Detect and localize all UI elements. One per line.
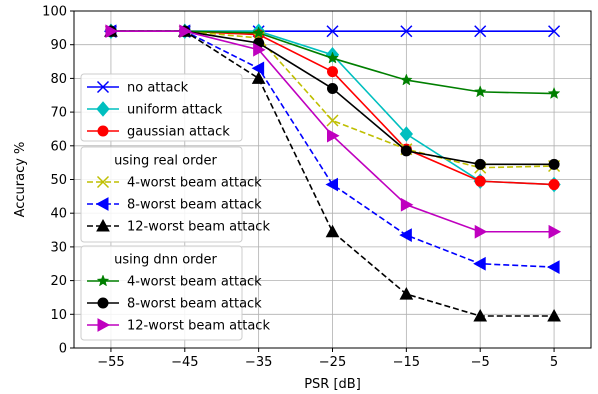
data-point xyxy=(547,260,560,274)
legend-box xyxy=(80,146,243,243)
data-point xyxy=(399,287,414,300)
legend-swatch-marker xyxy=(96,175,110,189)
data-point xyxy=(105,24,118,39)
data-point xyxy=(399,228,412,242)
legend-label: 12-worst beam attack xyxy=(127,319,270,334)
y-tick-label: 70 xyxy=(50,106,67,121)
data-point xyxy=(326,25,339,38)
data-point xyxy=(474,158,486,170)
y-tick-label: 90 xyxy=(50,38,67,53)
legend-swatch-marker xyxy=(96,80,110,94)
data-point xyxy=(253,42,266,57)
data-point xyxy=(548,158,560,170)
y-tick-label: 30 xyxy=(50,240,67,255)
legend-label: 4-worst beam attack xyxy=(127,275,262,290)
legend-group-3: using dnn order 4-worst beam attack 8-wors… xyxy=(80,245,270,341)
y-axis-ticks: 0 10 20 30 40 50 60 70 80 90 100 xyxy=(42,5,74,357)
x-tick-label: −45 xyxy=(171,355,198,370)
legend-swatch-marker xyxy=(97,318,111,332)
legend-label: 12-worst beam attack xyxy=(127,220,270,235)
legend-swatch-marker xyxy=(97,297,109,309)
series-9 xyxy=(105,24,562,239)
legend-label: 4-worst beam attack xyxy=(127,176,262,191)
data-point xyxy=(547,86,561,99)
data-point xyxy=(474,175,486,187)
x-tick-label: −5 xyxy=(471,355,490,370)
y-tick-label: 0 xyxy=(59,342,67,357)
data-point xyxy=(399,126,414,142)
data-point xyxy=(474,224,488,239)
x-tick-label: −15 xyxy=(393,355,420,370)
legend-box xyxy=(80,245,243,341)
data-point xyxy=(325,224,340,238)
legend-label: 8-worst beam attack xyxy=(127,198,262,213)
series-layer xyxy=(103,23,562,322)
data-point xyxy=(547,308,561,322)
legend-label: uniform attack xyxy=(127,103,223,118)
legend: no attack uniform attack gaussian attack us… xyxy=(80,73,270,341)
data-point xyxy=(473,256,486,271)
data-point xyxy=(327,83,338,95)
legend-swatch-marker xyxy=(97,125,109,137)
legend-swatch-marker xyxy=(95,197,109,211)
y-tick-label: 60 xyxy=(50,139,67,154)
legend-group-title: using real order xyxy=(114,154,217,169)
legend-swatch-marker xyxy=(96,218,110,232)
legend-label: 8-worst beam attack xyxy=(127,297,262,312)
data-point xyxy=(326,51,339,64)
data-point xyxy=(548,179,560,191)
x-tick-label: −35 xyxy=(245,355,272,370)
data-point xyxy=(327,128,340,143)
data-point xyxy=(252,26,266,39)
data-point xyxy=(179,24,192,39)
legend-swatch-marker xyxy=(96,101,110,117)
y-tick-label: 20 xyxy=(50,274,67,289)
x-tick-label: −55 xyxy=(97,355,124,370)
y-tick-label: 10 xyxy=(50,308,67,323)
x-tick-label: −25 xyxy=(319,355,346,370)
legend-label: no attack xyxy=(127,81,189,96)
x-tick-label: 5 xyxy=(550,355,558,370)
legend-group-2: using real order 4-worst beam attack 8-wor… xyxy=(80,146,270,243)
data-point xyxy=(473,85,487,98)
x-axis-label: PSR [dB] xyxy=(304,377,361,392)
legend-label: gaussian attack xyxy=(127,125,230,140)
data-point xyxy=(327,66,338,78)
data-point xyxy=(251,71,266,84)
y-tick-label: 50 xyxy=(50,173,67,188)
data-point xyxy=(325,177,338,192)
legend-swatch-marker xyxy=(96,274,110,287)
data-point xyxy=(326,114,339,127)
data-point xyxy=(548,224,562,239)
data-point xyxy=(400,197,414,212)
x-axis-ticks: −55 −45 −35 −25 −15 −5 5 xyxy=(97,348,558,370)
y-tick-label: 80 xyxy=(50,72,67,87)
legend-group-1: no attack uniform attack gaussian attack xyxy=(80,73,243,142)
legend-group-title: using dnn order xyxy=(114,253,217,268)
y-tick-label: 100 xyxy=(42,5,67,20)
data-point xyxy=(251,61,265,76)
y-tick-label: 40 xyxy=(50,207,67,222)
legend-box xyxy=(80,73,243,142)
data-point xyxy=(400,25,413,38)
data-point xyxy=(473,308,488,322)
plot-area-frame xyxy=(73,10,592,349)
data-point xyxy=(474,25,487,38)
data-point xyxy=(400,145,412,157)
y-axis-label: Accuracy % xyxy=(13,142,28,218)
data-point xyxy=(548,25,561,38)
data-point xyxy=(399,73,413,86)
